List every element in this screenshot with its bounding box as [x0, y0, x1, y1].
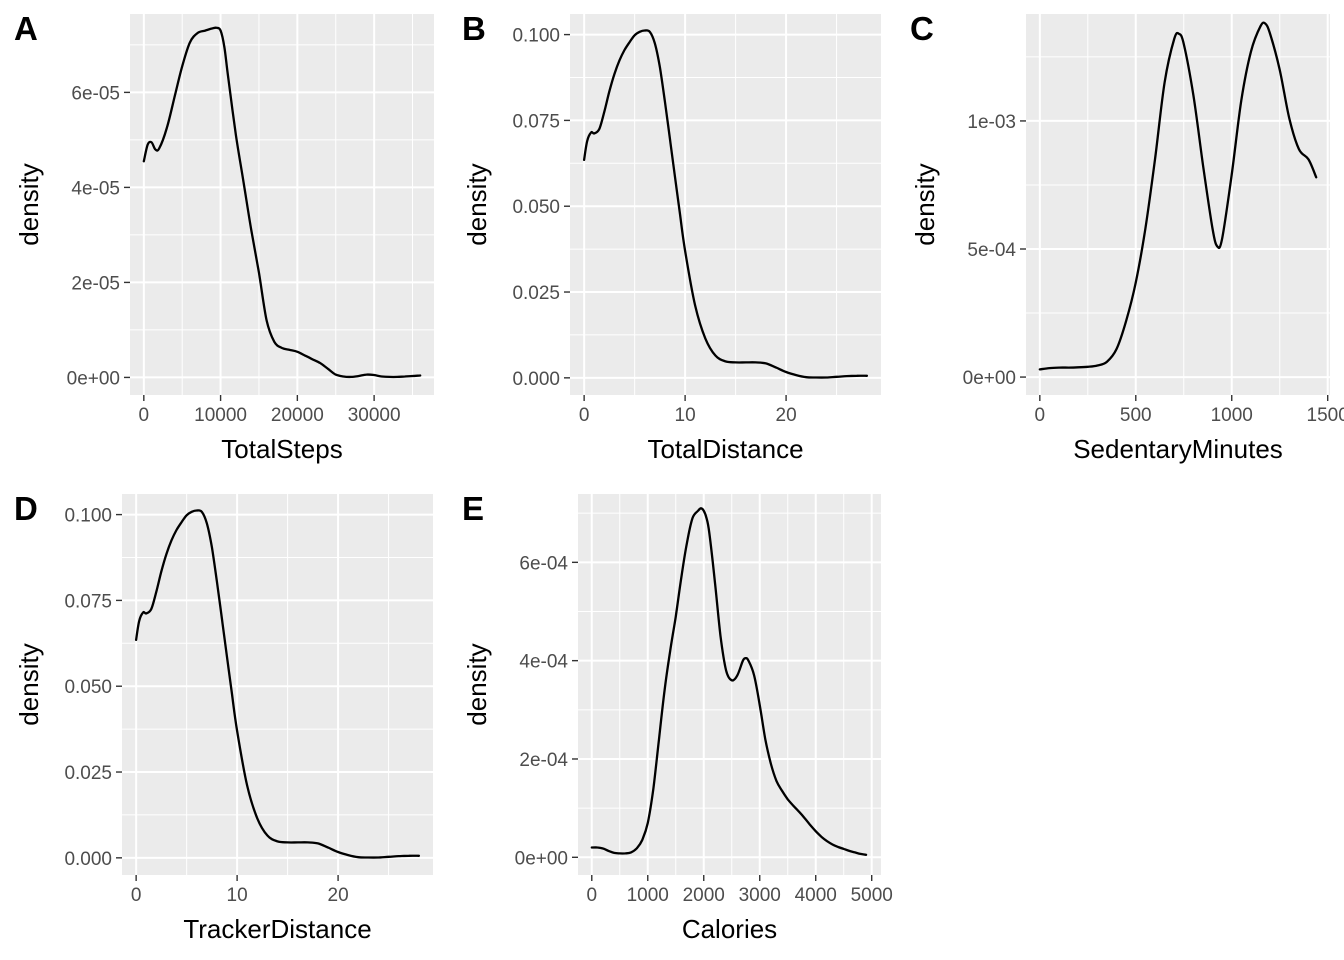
panel-a-x-axis-title: TotalSteps	[221, 434, 342, 464]
panel-e-y-tick-label: 6e-04	[519, 553, 568, 574]
panel-c-tag: C	[910, 10, 934, 47]
panel-c-density-line	[1038, 21, 1318, 371]
panel-b-y-tick-label: 0.075	[512, 111, 560, 132]
panel-a-tag: A	[14, 10, 38, 47]
panel-e-y-axis-title: density	[462, 643, 492, 725]
panel-e-density-line	[590, 507, 868, 856]
panel-e-y-tick-label: 4e-04	[519, 652, 568, 673]
panel-a-x-tick-label: 10000	[194, 405, 247, 426]
panel-d-y-axis-title: density	[14, 643, 44, 725]
panel-b-x-tick-label: 0	[579, 405, 590, 426]
panel-a-y-axis-title: density	[14, 163, 44, 245]
panel-c-x-tick-label: 500	[1120, 405, 1152, 426]
panel-d-y-tick-label: 0.100	[64, 506, 112, 527]
panel-d-x-tick-label: 10	[227, 885, 248, 906]
panel-b-y-tick-label: 0.000	[512, 369, 560, 390]
panel-b-x-tick-label: 20	[776, 405, 797, 426]
panel-b-density-line	[582, 29, 869, 379]
panel-d-y-tick-label: 0.075	[64, 591, 112, 612]
panel-e: 0 1000 2000 3000 4000 5000 0e+00 2e-04 4e-04 6e-0…	[462, 490, 893, 944]
panel-b: 0 10 20 0.000 0.025 0.050 0.075 0.100 TotalDista…	[462, 10, 881, 464]
panel-d: 0 10 20 0.000 0.025 0.050 0.075 0.100 TrackerDis…	[14, 490, 433, 944]
panel-a-x-tick-label: 0	[139, 405, 150, 426]
panel-c-y-tick-label: 5e-04	[967, 240, 1016, 261]
panel-e-x-tick-label: 1000	[627, 885, 669, 906]
panel-d-x-tick-label: 20	[328, 885, 349, 906]
panel-b-tag: B	[462, 10, 486, 47]
panel-b-y-tick-label: 0.050	[512, 197, 560, 218]
panel-b-y-tick-label: 0.100	[512, 26, 560, 47]
panel-d-y-tick-label: 0.000	[64, 849, 112, 870]
panel-e-x-tick-label: 4000	[795, 885, 837, 906]
panel-c-y-axis-title: density	[910, 163, 940, 245]
panel-e-y-tick-label: 2e-04	[519, 750, 568, 771]
panel-e-x-axis-title: Calories	[682, 914, 777, 944]
panel-d-y-tick-label: 0.025	[64, 763, 112, 784]
panel-c: 0 500 1000 1500 0e+00 5e-04 1e-03 SedentaryMinu…	[910, 10, 1344, 464]
panel-a-density-line	[142, 26, 422, 379]
panel-d-background	[122, 494, 433, 875]
panel-a-x-tick-label: 30000	[348, 405, 401, 426]
panel-e-x-tick-label: 5000	[851, 885, 893, 906]
panel-e-y-tick-label: 0e+00	[515, 848, 568, 869]
panel-a: 0 10000 20000 30000 0e+00 2e-05 4e-05 6e-05 Tota…	[14, 10, 434, 464]
panel-c-y-tick-label: 0e+00	[963, 368, 1016, 389]
panel-c-x-tick-label: 1500	[1307, 405, 1344, 426]
panel-b-x-axis-title: TotalDistance	[647, 434, 803, 464]
panel-d-x-axis-title: TrackerDistance	[183, 914, 371, 944]
panel-d-tag: D	[14, 490, 38, 527]
panel-c-x-tick-label: 0	[1035, 405, 1046, 426]
panel-a-y-tick-label: 6e-05	[71, 83, 120, 104]
panel-a-y-tick-label: 4e-05	[71, 178, 120, 199]
panel-a-y-tick-label: 2e-05	[71, 273, 120, 294]
panel-c-x-tick-label: 1000	[1211, 405, 1253, 426]
panel-e-background	[578, 494, 881, 875]
panel-b-y-axis-title: density	[462, 163, 492, 245]
panel-b-background	[570, 14, 881, 395]
panel-b-y-tick-label: 0.025	[512, 283, 560, 304]
panel-a-y-tick-label: 0e+00	[67, 368, 120, 389]
panel-e-tag: E	[462, 490, 484, 527]
panel-e-x-tick-label: 3000	[739, 885, 781, 906]
panel-c-background	[1026, 14, 1330, 395]
panel-c-y-tick-label: 1e-03	[967, 112, 1016, 133]
panel-b-x-tick-label: 10	[675, 405, 696, 426]
panel-d-density-line	[134, 509, 421, 859]
panel-d-x-tick-label: 0	[131, 885, 142, 906]
panel-c-x-axis-title: SedentaryMinutes	[1073, 434, 1283, 464]
panel-a-x-tick-label: 20000	[271, 405, 324, 426]
panel-a-background	[130, 14, 434, 395]
panel-d-y-tick-label: 0.050	[64, 677, 112, 698]
panel-e-x-tick-label: 0	[586, 885, 597, 906]
panel-e-x-tick-label: 2000	[683, 885, 725, 906]
